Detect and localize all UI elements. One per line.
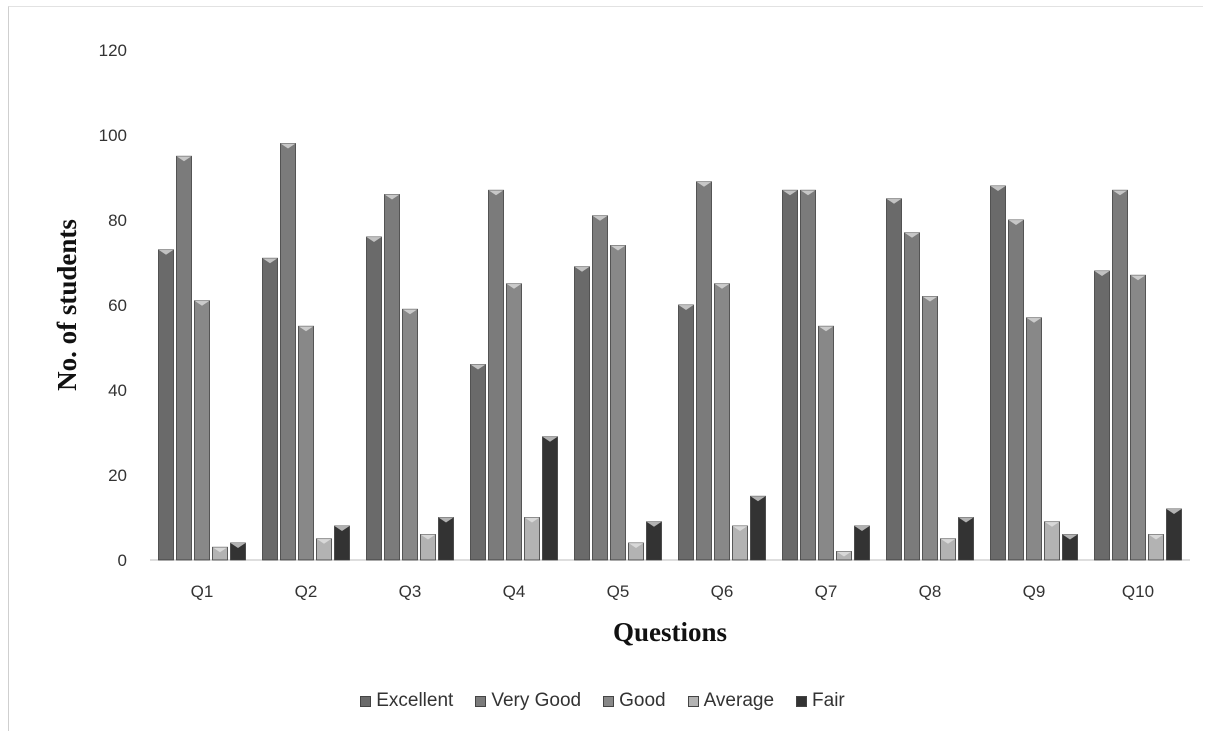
legend-item-average: Average xyxy=(687,690,775,712)
chart-legend: Excellent Very Good Good Average Fair xyxy=(0,690,1205,712)
bar-average-q6 xyxy=(732,525,748,561)
bar-good-q4 xyxy=(506,283,522,561)
bar-average-q10 xyxy=(1148,534,1164,561)
x-tick-label: Q10 xyxy=(1122,582,1154,601)
legend-swatch xyxy=(360,695,372,707)
bar-average-q5 xyxy=(628,542,644,561)
x-tick-label: Q7 xyxy=(815,582,838,601)
bar-fair-q6 xyxy=(750,495,766,561)
y-tick-label: 0 xyxy=(118,551,127,570)
legend-item-fair: Fair xyxy=(796,690,845,712)
legend-label: Fair xyxy=(812,690,845,711)
bar-good-q7 xyxy=(818,325,834,561)
bar-fair-q1 xyxy=(230,542,246,561)
bar-excellent-q4 xyxy=(470,364,486,561)
x-axis-title: Questions xyxy=(613,617,727,647)
bar-average-q9 xyxy=(1044,521,1060,561)
bar-average-q2 xyxy=(316,538,332,561)
bar-very-good-q2 xyxy=(280,143,296,561)
bar-very-good-q1 xyxy=(176,155,192,561)
bar-very-good-q5 xyxy=(592,215,608,561)
bar-average-q4 xyxy=(524,517,540,561)
bar-excellent-q1 xyxy=(158,249,174,561)
x-tick-label: Q9 xyxy=(1023,582,1046,601)
x-tick-label: Q1 xyxy=(191,582,214,601)
x-tick-label: Q3 xyxy=(399,582,422,601)
bar-good-q3 xyxy=(402,308,418,561)
bar-excellent-q5 xyxy=(574,266,590,561)
x-tick-label: Q2 xyxy=(295,582,318,601)
legend-item-good: Good xyxy=(603,690,666,712)
bar-average-q7 xyxy=(836,551,852,561)
legend-swatch xyxy=(687,695,699,707)
bar-average-q8 xyxy=(940,538,956,561)
y-tick-label: 80 xyxy=(108,211,127,230)
x-tick-label: Q8 xyxy=(919,582,942,601)
y-tick-label: 120 xyxy=(99,41,127,60)
chart-frame xyxy=(8,6,1203,731)
bar-very-good-q10 xyxy=(1112,189,1128,561)
legend-label: Average xyxy=(703,690,775,711)
bar-fair-q10 xyxy=(1166,508,1182,561)
bar-average-q3 xyxy=(420,534,436,561)
x-tick-label: Q5 xyxy=(607,582,630,601)
legend-label: Excellent xyxy=(376,690,454,711)
bar-fair-q8 xyxy=(958,517,974,561)
x-tick-label: Q6 xyxy=(711,582,734,601)
x-axis-ticks: Q1 Q2 Q3 Q4 Q5 Q6 Q7 Q8 Q9 Q10 xyxy=(191,582,1154,601)
bar-excellent-q7 xyxy=(782,189,798,561)
bar-fair-q4 xyxy=(542,436,558,561)
bar-fair-q5 xyxy=(646,521,662,561)
bar-good-q9 xyxy=(1026,317,1042,561)
bar-very-good-q8 xyxy=(904,232,920,561)
legend-item-excellent: Excellent xyxy=(360,690,453,712)
bar-average-q1 xyxy=(212,546,228,561)
legend-swatch xyxy=(475,695,487,707)
bar-excellent-q3 xyxy=(366,236,382,561)
bar-good-q10 xyxy=(1130,274,1146,561)
bar-very-good-q9 xyxy=(1008,219,1024,561)
legend-swatch xyxy=(796,695,808,707)
legend-item-very-good: Very Good xyxy=(475,690,581,712)
legend-label: Very Good xyxy=(491,690,582,711)
y-tick-label: 60 xyxy=(108,296,127,315)
bar-fair-q7 xyxy=(854,525,870,561)
bar-fair-q2 xyxy=(334,525,350,561)
bar-very-good-q7 xyxy=(800,189,816,561)
x-tick-label: Q4 xyxy=(503,582,526,601)
bar-excellent-q2 xyxy=(262,257,278,561)
bar-good-q8 xyxy=(922,296,938,561)
bar-very-good-q6 xyxy=(696,181,712,561)
bar-good-q5 xyxy=(610,245,626,561)
bar-good-q2 xyxy=(298,325,314,561)
bar-fair-q9 xyxy=(1062,534,1078,561)
bar-fair-q3 xyxy=(438,517,454,561)
bar-very-good-q3 xyxy=(384,194,400,561)
y-tick-label: 40 xyxy=(108,381,127,400)
y-axis-title: No. of students xyxy=(52,219,82,391)
bar-excellent-q10 xyxy=(1094,270,1110,561)
y-tick-label: 100 xyxy=(99,126,127,145)
legend-swatch xyxy=(603,695,615,707)
y-axis-ticks: 0 20 40 60 80 100 120 xyxy=(99,41,127,570)
bar-excellent-q6 xyxy=(678,304,694,561)
bar-very-good-q4 xyxy=(488,189,504,561)
bar-excellent-q8 xyxy=(886,198,902,561)
legend-label: Good xyxy=(619,690,666,711)
y-tick-label: 20 xyxy=(108,466,127,485)
bar-good-q1 xyxy=(194,300,210,561)
bar-excellent-q9 xyxy=(990,185,1006,561)
bars-group xyxy=(158,143,1182,561)
bar-good-q6 xyxy=(714,283,730,561)
